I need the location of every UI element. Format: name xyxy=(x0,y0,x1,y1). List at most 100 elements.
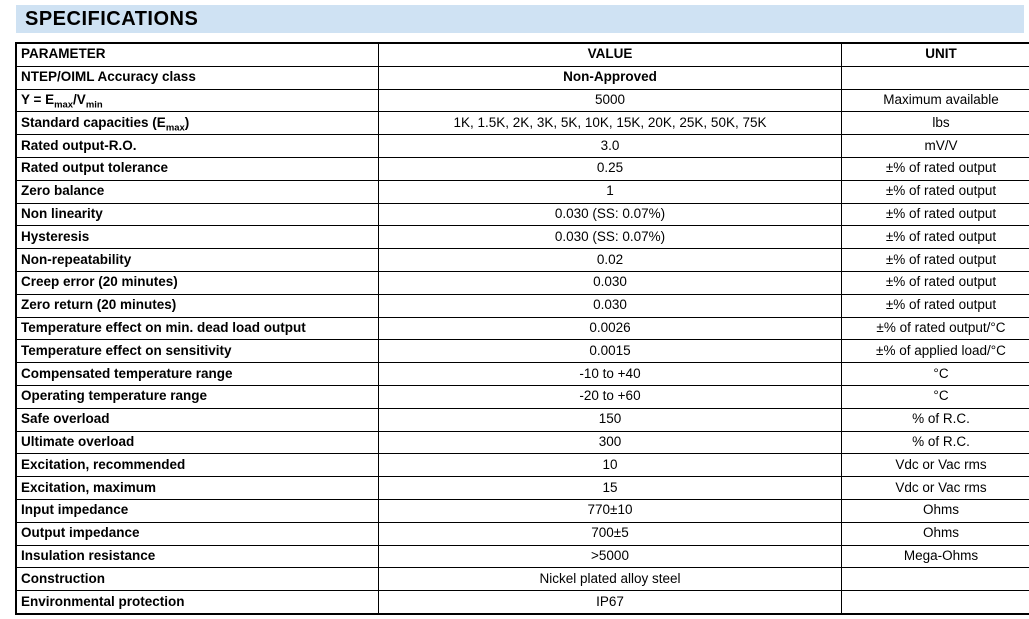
unit-cell: ±% of rated output xyxy=(841,202,1029,227)
parameter-cell: Non-repeatability xyxy=(15,248,379,272)
parameter-cell: Input impedance xyxy=(15,498,379,523)
table-row: Output impedance 700±5 Ohms xyxy=(15,521,1029,546)
table-row: Hysteresis 0.030 (SS: 0.07%) ±% of rated o… xyxy=(15,225,1029,250)
parameter-cell: Rated output-R.O. xyxy=(15,134,379,158)
value-cell: -10 to +40 xyxy=(378,362,842,386)
table-row: Zero balance 1 ±% of rated output xyxy=(15,179,1029,204)
value-cell: Nickel plated alloy steel xyxy=(378,567,842,592)
table-row: Insulation resistance >5000 Mega-Ohms xyxy=(15,544,1029,569)
parameter-cell: Safe overload xyxy=(15,407,379,432)
table-row: Excitation, recommended 10 Vdc or Vac rms xyxy=(15,453,1029,478)
value-cell: 10 xyxy=(378,453,842,478)
unit-cell: ±% of rated output xyxy=(841,248,1029,272)
unit-cell: °C xyxy=(841,384,1029,409)
unit-cell xyxy=(841,567,1029,592)
table-row: Input impedance 770±10 Ohms xyxy=(15,498,1029,523)
table-row: Ultimate overload 300% of R.C. xyxy=(15,430,1029,455)
parameter-cell: Standard capacities (Emax) xyxy=(15,111,379,136)
spec-table-body: NTEP/OIML Accuracy class Non-Approved Y = … xyxy=(15,65,1029,615)
table-row: Construction Nickel plated alloy steel xyxy=(15,567,1029,592)
value-cell: 700±5 xyxy=(378,521,842,546)
value-cell: 770±10 xyxy=(378,498,842,523)
table-header-row: PARAMETER VALUE UNIT xyxy=(15,42,1029,67)
unit-cell: ±% of rated output/°C xyxy=(841,316,1029,341)
parameter-cell: Zero balance xyxy=(15,179,379,204)
value-cell: 0.25 xyxy=(378,156,842,181)
table-row: Rated output-R.O. 3.0 mV/V xyxy=(15,134,1029,158)
parameter-cell: Creep error (20 minutes) xyxy=(15,270,379,295)
parameter-cell: Y = Emax/Vmin xyxy=(15,88,379,113)
value-cell: 0.030 (SS: 0.07%) xyxy=(378,225,842,250)
value-cell: 0.030 xyxy=(378,293,842,318)
unit-cell: ±% of rated output xyxy=(841,225,1029,250)
value-cell: 0.0026 xyxy=(378,316,842,341)
value-cell: >5000 xyxy=(378,544,842,569)
table-row: Non linearity 0.030 (SS: 0.07%) ±% of rate… xyxy=(15,202,1029,227)
parameter-cell: Non linearity xyxy=(15,202,379,227)
value-cell: 0.0015 xyxy=(378,339,842,364)
table-row: Non-repeatability 0.02 ±% of rated output xyxy=(15,248,1029,272)
page-title: SPECIFICATIONS xyxy=(25,7,199,30)
value-cell: 15 xyxy=(378,476,842,500)
unit-cell: mV/V xyxy=(841,134,1029,158)
column-header-value: VALUE xyxy=(378,42,842,67)
value-cell: 3.0 xyxy=(378,134,842,158)
value-cell: 1 xyxy=(378,179,842,204)
table-row: Y = Emax/Vmin 5000 Maximum available xyxy=(15,88,1029,113)
table-row: Excitation, maximum 15 Vdc or Vac rms xyxy=(15,476,1029,500)
unit-cell: ±% of rated output xyxy=(841,156,1029,181)
specifications-table: PARAMETER VALUE UNIT NTEP/OIML Accuracy … xyxy=(15,42,1029,615)
value-cell: 5000 xyxy=(378,88,842,113)
unit-cell: ±% of rated output xyxy=(841,293,1029,318)
unit-cell: Maximum available xyxy=(841,88,1029,113)
parameter-cell: Ultimate overload xyxy=(15,430,379,455)
parameter-cell: Output impedance xyxy=(15,521,379,546)
parameter-cell: Excitation, recommended xyxy=(15,453,379,478)
table-row: Standard capacities (Emax) 1K, 1.5K, 2K, … xyxy=(15,111,1029,136)
parameter-cell: Operating temperature range xyxy=(15,384,379,409)
unit-cell: Ohms xyxy=(841,521,1029,546)
parameter-cell: Insulation resistance xyxy=(15,544,379,569)
parameter-cell: Compensated temperature range xyxy=(15,362,379,386)
parameter-cell: Construction xyxy=(15,567,379,592)
unit-cell: ±% of rated output xyxy=(841,179,1029,204)
parameter-cell: Excitation, maximum xyxy=(15,476,379,500)
table-row: Operating temperature range -20 to +60 °C xyxy=(15,384,1029,409)
parameter-cell: NTEP/OIML Accuracy class xyxy=(15,65,379,90)
table-row: NTEP/OIML Accuracy class Non-Approved xyxy=(15,65,1029,90)
parameter-cell: Temperature effect on sensitivity xyxy=(15,339,379,364)
unit-cell: Ohms xyxy=(841,498,1029,523)
parameter-cell: Temperature effect on min. dead load out… xyxy=(15,316,379,341)
unit-cell: % of R.C. xyxy=(841,407,1029,432)
value-cell: Non-Approved xyxy=(378,65,842,90)
parameter-cell: Environmental protection xyxy=(15,590,379,615)
unit-cell: lbs xyxy=(841,111,1029,136)
unit-cell: Mega-Ohms xyxy=(841,544,1029,569)
value-cell: 0.030 (SS: 0.07%) xyxy=(378,202,842,227)
table-row: Environmental protection IP67 xyxy=(15,590,1029,615)
section-title-bar: SPECIFICATIONS xyxy=(16,5,1024,33)
unit-cell: ±% of rated output xyxy=(841,270,1029,295)
unit-cell: Vdc or Vac rms xyxy=(841,476,1029,500)
unit-cell: Vdc or Vac rms xyxy=(841,453,1029,478)
parameter-cell: Zero return (20 minutes) xyxy=(15,293,379,318)
value-cell: 150 xyxy=(378,407,842,432)
table-row: Temperature effect on min. dead load out… xyxy=(15,316,1029,341)
value-cell: 1K, 1.5K, 2K, 3K, 5K, 10K, 15K, 20K, 25K… xyxy=(378,111,842,136)
unit-cell xyxy=(841,590,1029,615)
value-cell: 0.030 xyxy=(378,270,842,295)
table-row: Temperature effect on sensitivity 0.0015 ±… xyxy=(15,339,1029,364)
table-row: Compensated temperature range -10 to +40 °… xyxy=(15,362,1029,386)
table-row: Safe overload 150% of R.C. xyxy=(15,407,1029,432)
unit-cell: % of R.C. xyxy=(841,430,1029,455)
table-row: Zero return (20 minutes) 0.030 ±% of rated… xyxy=(15,293,1029,318)
value-cell: 0.02 xyxy=(378,248,842,272)
table-row: Creep error (20 minutes) 0.030 ±% of rated… xyxy=(15,270,1029,295)
unit-cell xyxy=(841,65,1029,90)
table-row: Rated output tolerance 0.25 ±% of rated ou… xyxy=(15,156,1029,181)
value-cell: IP67 xyxy=(378,590,842,615)
parameter-cell: Hysteresis xyxy=(15,225,379,250)
parameter-cell: Rated output tolerance xyxy=(15,156,379,181)
column-header-unit: UNIT xyxy=(841,42,1029,67)
